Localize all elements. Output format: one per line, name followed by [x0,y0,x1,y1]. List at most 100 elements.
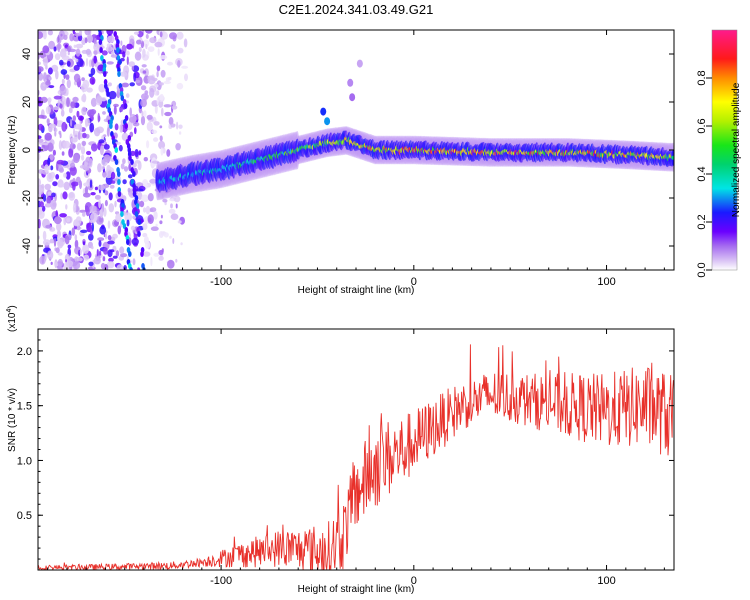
heatmap-cell [49,238,55,244]
heatmap-cell [143,183,149,187]
heatmap-cell [126,219,130,227]
heatmap-cell [85,156,91,163]
heatmap-cell [177,47,184,54]
heatmap-cell [47,30,54,36]
heatmap-cell [137,191,143,200]
heatmap-cell [39,201,44,208]
heatmap-cell [75,48,81,57]
heatmap-cell [121,82,129,88]
heatmap-cell [150,256,153,267]
heatmap-cell [93,50,98,55]
heatmap-cell [147,46,155,52]
heatmap-cell [59,85,67,96]
snr-y-label: SNR (10 * v/v) [7,388,18,452]
heatmap-cell [96,95,103,104]
heatmap-cell [78,115,84,121]
heatmap-cell [55,69,59,80]
heatmap-cell [84,30,91,36]
heatmap-cell [177,60,181,68]
heatmap-cell [136,39,142,45]
heatmap-cell [69,143,76,150]
heatmap-cell [156,65,161,72]
heatmap-cell [104,168,113,179]
heatmap-cell [94,186,98,191]
heatmap-cell [121,44,127,55]
heatmap-cell [142,223,148,231]
streak-cell [134,211,139,217]
colorbar-tick-label: 0.6 [696,118,708,133]
heatmap-cell [161,107,164,117]
heatmap-cell [82,244,90,255]
heatmap-cell [87,266,96,270]
snr-frame [37,328,675,571]
heatmap-cell [159,55,168,60]
streak-cell [124,123,128,129]
streak-cell [132,171,136,177]
heatmap-cell [59,59,64,66]
heatmap-cell [134,127,137,135]
heatmap-cell [102,111,106,115]
streak-cell [114,159,119,165]
streak-cell [103,71,107,77]
x-tick-label: 100 [597,276,615,288]
y-tick-label: 0 [21,147,33,153]
heatmap-cell [128,163,132,172]
heatmap-cell [168,117,174,126]
heatmap-cell [44,132,52,141]
heatmap-cell [99,208,104,219]
heatmap-cell [140,115,146,126]
heatmap-cell [115,213,122,223]
heatmap-cell [135,79,141,84]
heatmap-cell [73,127,75,137]
streak-cell [135,203,140,209]
heatmap-cell [81,95,85,102]
heatmap-cell [52,181,58,187]
heatmap-cell [176,31,184,40]
heatmap-cell [129,82,135,87]
heatmap-cell [96,249,99,257]
heatmap-cell [120,163,125,170]
heatmap-cell [67,45,71,53]
heatmap-cell [49,227,56,232]
heatmap-cell [99,145,104,156]
heatmap-cell [69,162,76,168]
colorbar-tick-label: 0.0 [696,262,708,277]
heatmap-cell [149,87,155,98]
heatmap-cell [55,174,60,180]
heatmap-cell [103,207,107,217]
heatmap-cell [90,192,96,196]
heatmap-cell [145,34,149,39]
heatmap-cell [55,247,60,254]
heatmap-cell [140,85,147,91]
heatmap-cell [60,109,65,117]
heatmap-cell [46,118,50,125]
heatmap-cell [48,172,52,180]
heatmap-cell [43,194,47,202]
heatmap-cell [136,51,140,58]
heatmap-cell [42,230,47,241]
heatmap-cell [40,96,48,103]
heatmap-cell [149,37,157,44]
heatmap-cell [106,30,114,36]
heatmap-cell [153,121,160,126]
colorbar-tick-label: 0.8 [696,70,708,85]
heatmap-cell [38,72,44,81]
heatmap-cell [180,242,183,246]
streak-cell [128,155,132,161]
heatmap-cell [57,252,63,256]
streak-cell [98,39,103,45]
heatmap-cell [88,59,92,68]
heatmap-cell [137,267,140,270]
heatmap-cell [63,140,71,149]
streak-cell [137,231,141,237]
heatmap-cell [133,72,137,82]
heatmap-cell [38,205,43,216]
heatmap-cell [56,159,65,165]
heatmap-cell [159,31,163,38]
heatmap-cell [97,163,102,173]
heatmap-cell [108,203,115,213]
heatmap-cell [68,192,75,199]
heatmap-cell [89,109,97,115]
spectral-blob [324,117,331,126]
heatmap-cell [93,127,101,137]
